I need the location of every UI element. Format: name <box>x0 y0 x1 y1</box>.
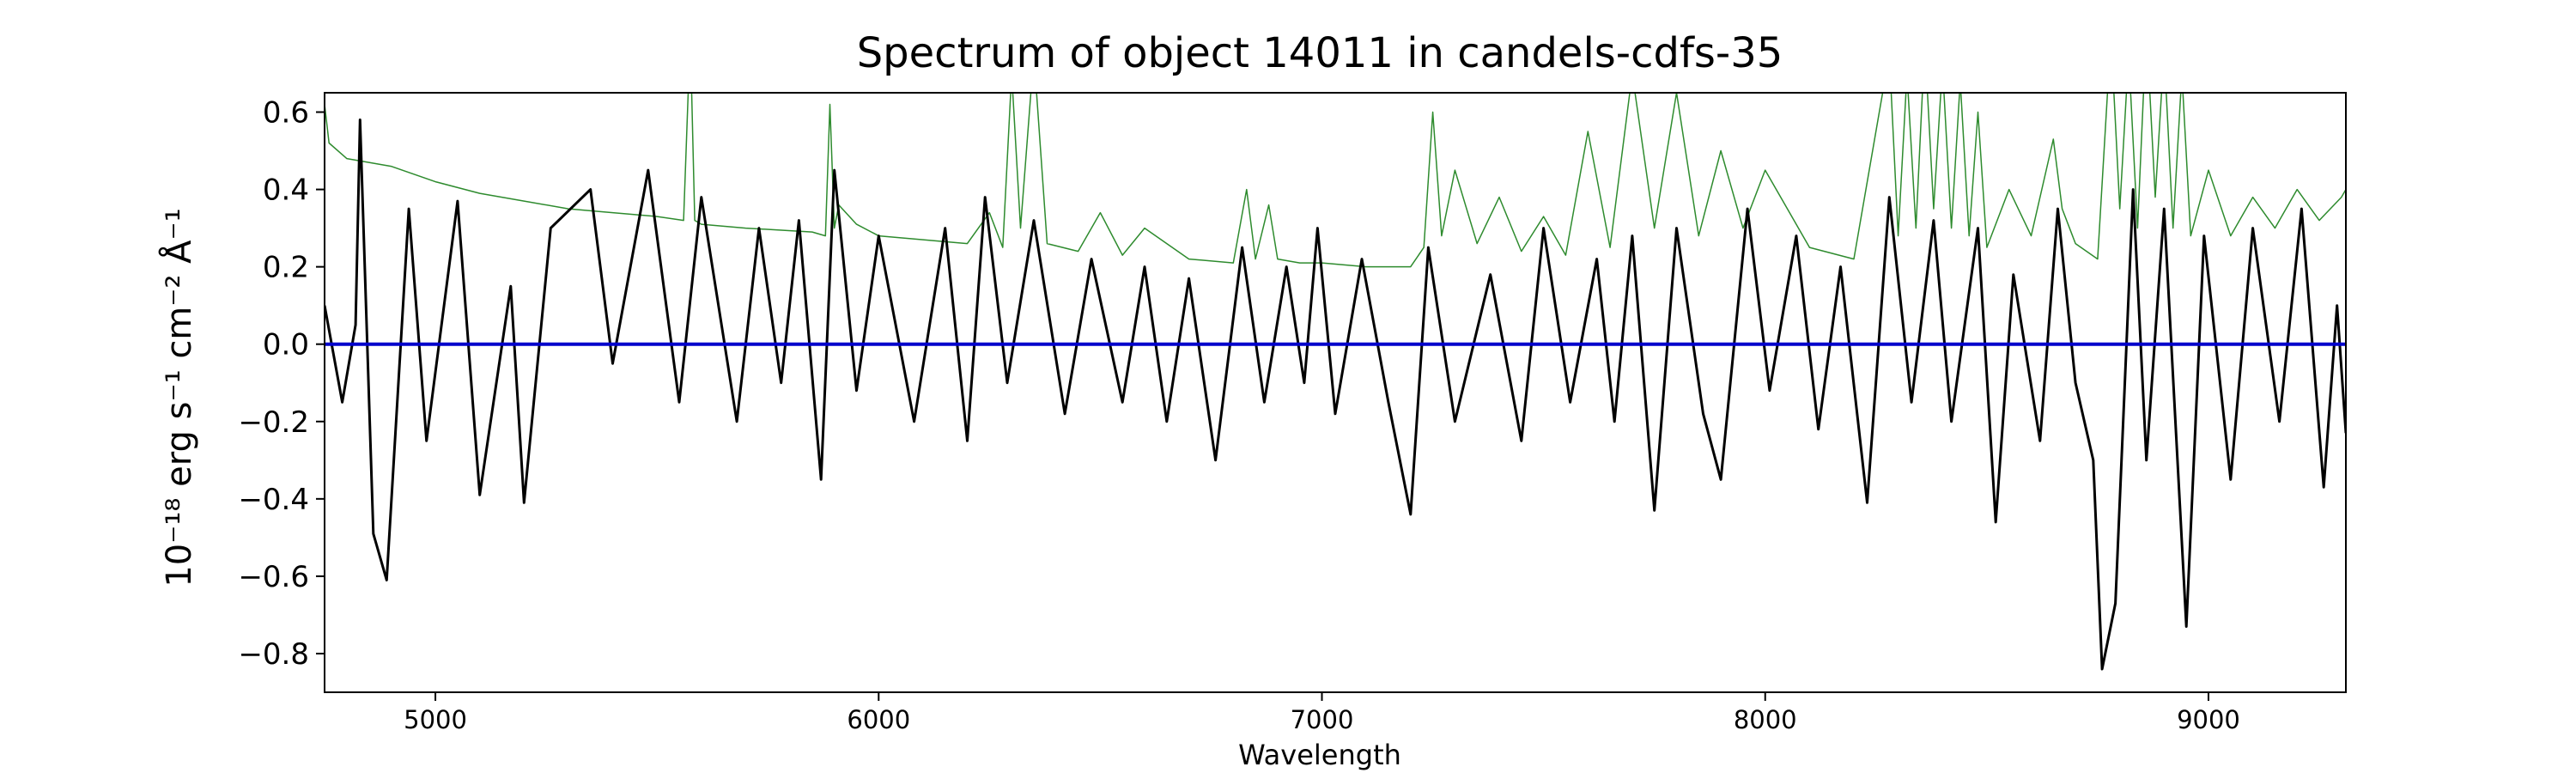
y-tick-label: −0.4 <box>238 483 309 517</box>
plot-frame <box>324 92 2347 693</box>
y-axis-label: 10⁻¹⁸ erg s⁻¹ cm⁻² Å⁻¹ <box>158 208 199 587</box>
x-tick-label: 8000 <box>1734 705 1797 734</box>
error-series-line <box>325 93 2346 268</box>
y-tick-label: −0.2 <box>238 405 309 440</box>
y-tick-label: −0.6 <box>238 560 309 594</box>
x-tick-label: 5000 <box>404 705 467 734</box>
y-tick-label: 0.6 <box>263 96 309 131</box>
axis-ticks: 5000 6000 7000 8000 9000 −0.8 −0.6 −0.4 −0.2 0.0 0… <box>238 96 2239 734</box>
flux-series-line <box>325 119 2346 671</box>
y-tick-label: 0.4 <box>263 173 309 208</box>
y-tick-label: −0.8 <box>238 637 309 672</box>
plot-area <box>325 93 2346 671</box>
chart-title: Spectrum of object 14011 in candels-cdfs… <box>857 29 1783 77</box>
x-axis-label: Wavelength <box>1238 739 1401 771</box>
x-tick-label: 9000 <box>2177 705 2240 734</box>
y-tick-label: 0.0 <box>263 328 309 362</box>
x-tick-label: 6000 <box>847 705 910 734</box>
y-tick-label: 0.2 <box>263 251 309 285</box>
x-tick-label: 7000 <box>1291 705 1354 734</box>
